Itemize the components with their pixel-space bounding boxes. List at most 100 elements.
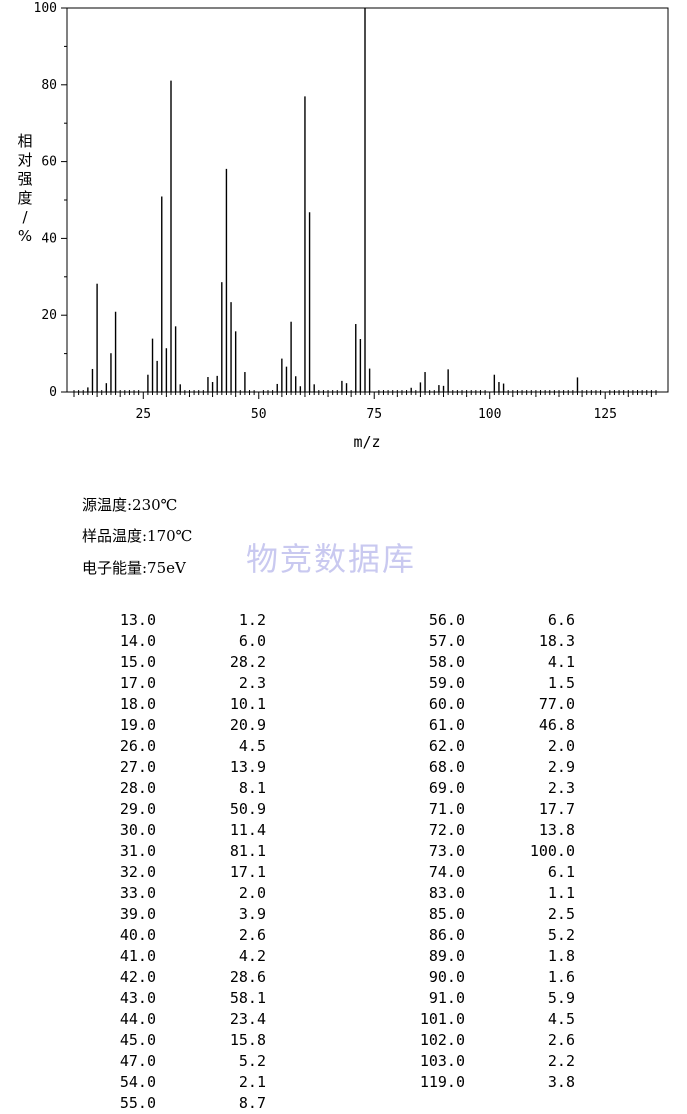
mz-value: 41.0 — [119, 947, 156, 965]
mz-value: 31.0 — [119, 842, 156, 860]
peak-table-right: 56.0 6.6 57.0 18.3 58.0 4.1 59.0 1.5 60.0 77.0 61.… — [330, 610, 630, 1093]
intensity-value: 2.2 — [547, 1052, 575, 1070]
table-row: 68.0 2.9 — [330, 757, 630, 778]
intensity-value: 1.8 — [547, 947, 575, 965]
table-row: 42.0 28.6 — [0, 967, 330, 988]
y-tick-label: 100 — [34, 1, 57, 16]
table-row: 13.0 1.2 — [0, 610, 330, 631]
table-row: 33.0 2.0 — [0, 883, 330, 904]
intensity-value: 2.3 — [238, 674, 266, 692]
mz-value: 85.0 — [428, 905, 465, 923]
table-row: 15.0 28.2 — [0, 652, 330, 673]
intensity-value: 4.5 — [547, 1010, 575, 1028]
mz-value: 19.0 — [119, 716, 156, 734]
mz-value: 13.0 — [119, 611, 156, 629]
table-row: 85.0 2.5 — [330, 904, 630, 925]
mz-value: 28.0 — [119, 779, 156, 797]
mz-value: 14.0 — [119, 632, 156, 650]
table-row: 56.0 6.6 — [330, 610, 630, 631]
mz-value: 59.0 — [428, 674, 465, 692]
intensity-value: 100.0 — [529, 842, 575, 860]
mz-value: 102.0 — [419, 1031, 465, 1049]
table-row: 103.0 2.2 — [330, 1051, 630, 1072]
table-row: 47.0 5.2 — [0, 1051, 330, 1072]
table-row: 30.0 11.4 — [0, 820, 330, 841]
mz-value: 62.0 — [428, 737, 465, 755]
table-row: 55.0 8.7 — [0, 1093, 330, 1114]
mz-value: 90.0 — [428, 968, 465, 986]
source-temperature: 源温度:230℃ — [82, 496, 178, 514]
table-row: 28.0 8.1 — [0, 778, 330, 799]
intensity-value: 1.5 — [547, 674, 575, 692]
mz-value: 26.0 — [119, 737, 156, 755]
table-row: 69.0 2.3 — [330, 778, 630, 799]
mz-value: 57.0 — [428, 632, 465, 650]
intensity-value: 8.1 — [238, 779, 266, 797]
sample-temperature: 样品温度:170℃ — [82, 527, 193, 545]
intensity-value: 13.9 — [229, 758, 266, 776]
intensity-value: 1.2 — [238, 611, 266, 629]
y-label-char: 强 — [17, 170, 32, 188]
y-label-char: % — [18, 227, 32, 245]
mz-value: 89.0 — [428, 947, 465, 965]
intensity-value: 4.1 — [547, 653, 575, 671]
mz-value: 32.0 — [119, 863, 156, 881]
intensity-value: 11.4 — [229, 821, 266, 839]
mz-value: 74.0 — [428, 863, 465, 881]
mz-value: 86.0 — [428, 926, 465, 944]
y-label-char: 相 — [17, 132, 32, 150]
table-row: 73.0 100.0 — [330, 841, 630, 862]
mz-value: 68.0 — [428, 758, 465, 776]
mz-value: 39.0 — [119, 905, 156, 923]
intensity-value: 18.3 — [538, 632, 575, 650]
table-row: 86.0 5.2 — [330, 925, 630, 946]
x-tick-label: 125 — [593, 407, 616, 422]
x-axis-label: m/z — [353, 433, 380, 451]
y-label-char: / — [22, 208, 28, 226]
mz-value: 33.0 — [119, 884, 156, 902]
table-row: 17.0 2.3 — [0, 673, 330, 694]
mz-value: 91.0 — [428, 989, 465, 1007]
y-tick-label: 0 — [49, 385, 57, 400]
x-tick-label: 25 — [135, 407, 151, 422]
mz-value: 29.0 — [119, 800, 156, 818]
intensity-value: 1.6 — [547, 968, 575, 986]
intensity-value: 2.0 — [238, 884, 266, 902]
peak-table-left: 13.0 1.2 14.0 6.0 15.0 28.2 17.0 2.3 18.0 10.1 19.… — [0, 610, 330, 1114]
table-row: 45.0 15.8 — [0, 1030, 330, 1051]
table-row: 101.0 4.5 — [330, 1009, 630, 1030]
intensity-value: 28.6 — [229, 968, 266, 986]
intensity-value: 77.0 — [538, 695, 575, 713]
intensity-value: 2.9 — [547, 758, 575, 776]
table-row: 119.0 3.8 — [330, 1072, 630, 1093]
intensity-value: 2.6 — [238, 926, 266, 944]
mz-value: 47.0 — [119, 1052, 156, 1070]
intensity-value: 23.4 — [229, 1010, 266, 1028]
table-row: 90.0 1.6 — [330, 967, 630, 988]
mz-value: 15.0 — [119, 653, 156, 671]
mz-value: 69.0 — [428, 779, 465, 797]
intensity-value: 5.2 — [547, 926, 575, 944]
plot-area-frame — [66, 7, 669, 393]
mz-value: 71.0 — [428, 800, 465, 818]
intensity-value: 5.2 — [238, 1052, 266, 1070]
y-tick-label: 40 — [41, 231, 57, 246]
mz-value: 45.0 — [119, 1031, 156, 1049]
mz-value: 43.0 — [119, 989, 156, 1007]
table-row: 43.0 58.1 — [0, 988, 330, 1009]
x-tick-label: 50 — [251, 407, 267, 422]
intensity-value: 20.9 — [229, 716, 266, 734]
table-row: 54.0 2.1 — [0, 1072, 330, 1093]
table-row: 60.0 77.0 — [330, 694, 630, 715]
table-row: 29.0 50.9 — [0, 799, 330, 820]
y-tick-label: 20 — [41, 308, 57, 323]
table-row: 39.0 3.9 — [0, 904, 330, 925]
intensity-value: 8.7 — [238, 1094, 266, 1112]
intensity-value: 2.6 — [547, 1031, 575, 1049]
intensity-value: 81.1 — [229, 842, 266, 860]
table-row: 102.0 2.6 — [330, 1030, 630, 1051]
table-row: 71.0 17.7 — [330, 799, 630, 820]
table-row: 83.0 1.1 — [330, 883, 630, 904]
intensity-value: 6.0 — [238, 632, 266, 650]
table-row: 26.0 4.5 — [0, 736, 330, 757]
